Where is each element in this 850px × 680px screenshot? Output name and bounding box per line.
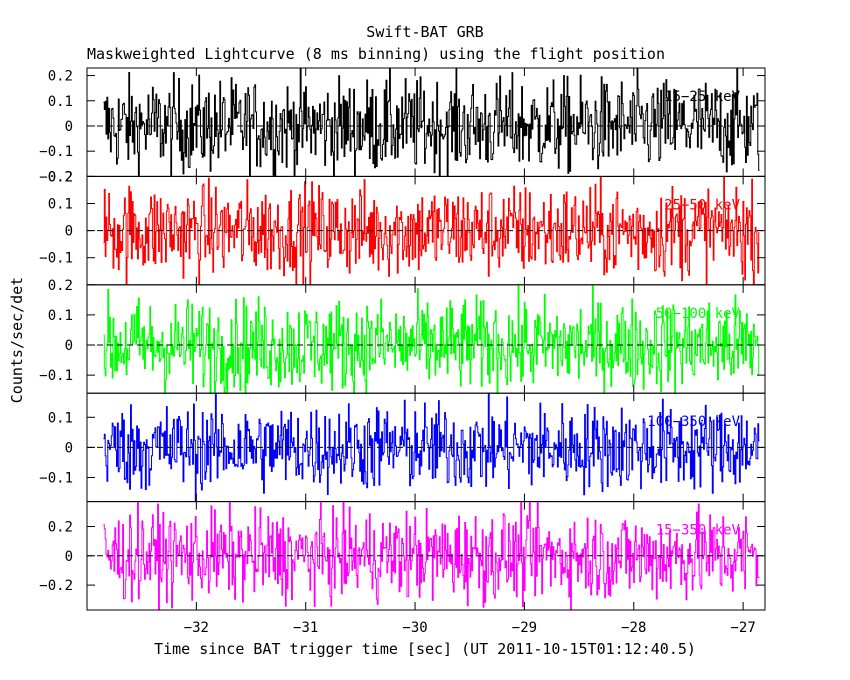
series-line-1 bbox=[103, 67, 760, 177]
x-tick-label: −32 bbox=[184, 620, 209, 636]
y-tick-label: −0.1 bbox=[39, 471, 73, 487]
y-tick-label: −0.2 bbox=[39, 578, 73, 594]
band-label-5: 15−350 keV bbox=[656, 523, 741, 539]
band-label-2: 25−50 keV bbox=[664, 197, 740, 213]
band-label-4: 100−350 keV bbox=[647, 414, 740, 430]
series-line-3 bbox=[103, 284, 760, 394]
band-label-3: 50−100 keV bbox=[656, 306, 741, 322]
y-tick-label: 0 bbox=[65, 440, 73, 456]
y-tick-label: 0.1 bbox=[48, 197, 73, 213]
x-tick-label: −30 bbox=[402, 620, 427, 636]
y-tick-label: 0.1 bbox=[48, 308, 73, 324]
series-line-5 bbox=[103, 501, 760, 611]
y-tick-label: −0.1 bbox=[39, 368, 73, 384]
y-tick-label: −0.2 bbox=[39, 169, 73, 185]
y-tick-label: 0.2 bbox=[48, 169, 73, 185]
y-tick-label: 0.1 bbox=[48, 410, 73, 426]
y-tick-label: 0.1 bbox=[48, 94, 73, 110]
chart-title: Swift-BAT GRB bbox=[366, 23, 483, 41]
y-tick-label: 0 bbox=[65, 549, 73, 565]
y-tick-label: 0.2 bbox=[48, 69, 73, 85]
y-tick-label: −0.1 bbox=[39, 144, 73, 160]
chart-subtitle: Maskweighted Lightcurve (8 ms binning) u… bbox=[87, 45, 665, 63]
x-tick-label: −27 bbox=[730, 620, 755, 636]
y-tick-label: 0 bbox=[65, 224, 73, 240]
series-line-2 bbox=[103, 175, 760, 286]
x-tick-label: −31 bbox=[293, 620, 318, 636]
y-axis-label: Counts/sec/det bbox=[8, 277, 26, 403]
x-tick-label: −28 bbox=[621, 620, 646, 636]
y-tick-label: 0 bbox=[65, 119, 73, 135]
x-axis-label: Time since BAT trigger time [sec] (UT 20… bbox=[154, 640, 696, 658]
panels-group: 15−25 keV −0.2 −0.1 0 0.1 0.2 25−50 keV −0.1 0 0.… bbox=[39, 67, 766, 636]
y-tick-label: −0.1 bbox=[39, 251, 73, 267]
band-label-1: 15−25 keV bbox=[664, 89, 740, 105]
series-line-4 bbox=[103, 392, 760, 502]
y-tick-label: 0.2 bbox=[48, 520, 73, 536]
y-tick-label: 0.2 bbox=[48, 278, 73, 294]
x-tick-label: −29 bbox=[512, 620, 537, 636]
y-tick-label: 0 bbox=[65, 338, 73, 354]
